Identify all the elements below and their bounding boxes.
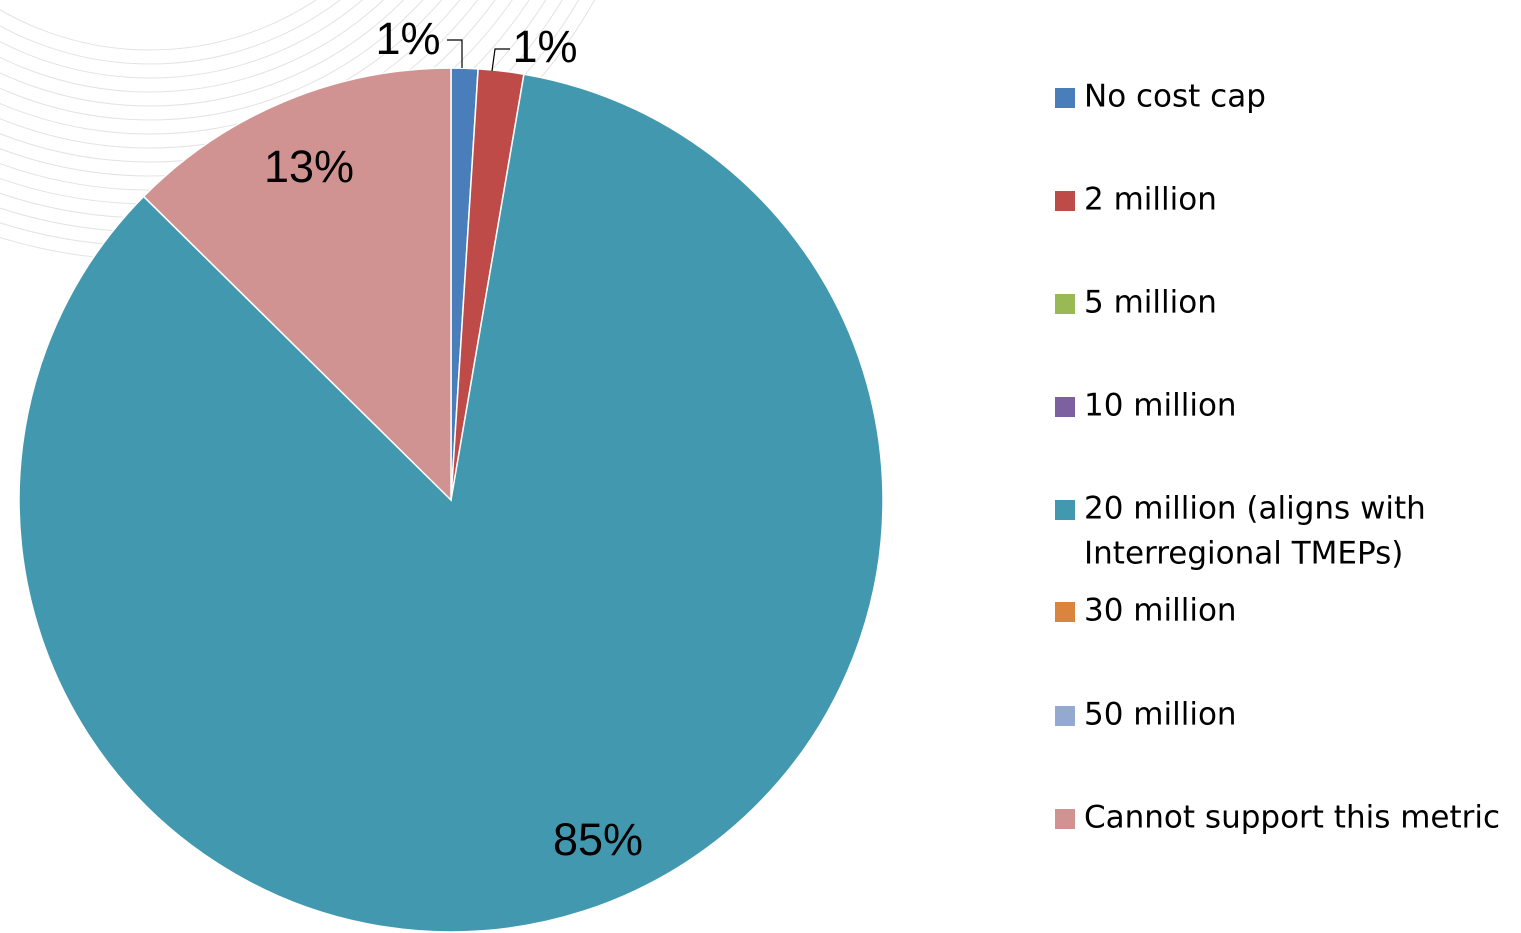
- data-label: 13%: [264, 141, 354, 192]
- data-label: 1%: [375, 13, 440, 64]
- legend-label: 20 million (aligns with: [1084, 491, 1426, 527]
- legend-label: Interregional TMEPs): [1084, 536, 1403, 572]
- leader-line: [491, 48, 510, 72]
- background-arc: [0, 0, 405, 107]
- legend-label: 50 million: [1084, 697, 1237, 733]
- data-label: 1%: [512, 21, 577, 72]
- legend-label: 2 million: [1084, 182, 1217, 218]
- legend-swatch: [1055, 191, 1075, 211]
- legend-swatch: [1055, 397, 1075, 417]
- background-arc: [0, 0, 385, 93]
- background-arc: [0, 0, 424, 121]
- background-arc: [0, 0, 443, 135]
- data-labels: 1% 1% 85% 13%: [264, 13, 643, 865]
- pie-slices: [18, 67, 884, 933]
- background-arc: [0, 0, 317, 51]
- legend-swatch: [1055, 602, 1075, 622]
- legend-swatch: [1055, 88, 1075, 108]
- background-arc: [0, 0, 496, 177]
- background-arc: [0, 0, 341, 65]
- data-label: 85%: [553, 814, 643, 865]
- legend-label: 30 million: [1084, 593, 1237, 629]
- legend-label: 5 million: [1084, 285, 1217, 321]
- legend-swatch: [1055, 500, 1075, 520]
- legend-swatch: [1055, 706, 1075, 726]
- legend-label: Cannot support this metric: [1084, 800, 1500, 836]
- background-arc: [0, 0, 461, 149]
- legend-label: 10 million: [1084, 388, 1237, 424]
- background-arc: [0, 0, 478, 163]
- leader-lines: [447, 39, 510, 72]
- legend-swatch: [1055, 809, 1075, 829]
- pie-slice-20-million-aligns-with-interregional-tmeps: [18, 73, 884, 933]
- background-arc: [0, 0, 364, 79]
- legend-label: No cost cap: [1084, 79, 1266, 115]
- legend: No cost cap 2 million 5 million 10 million 2…: [1055, 79, 1500, 836]
- legend-swatch: [1055, 294, 1075, 314]
- leader-line: [447, 39, 463, 68]
- pie-slice-cannot-support-this-metric: [142, 67, 452, 502]
